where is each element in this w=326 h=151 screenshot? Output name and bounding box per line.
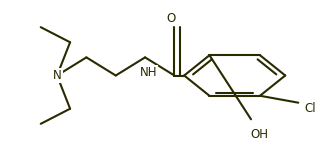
Text: N: N [53,69,61,82]
Text: O: O [167,12,176,25]
Text: NH: NH [140,66,157,79]
Text: OH: OH [250,128,268,141]
Text: Cl: Cl [305,102,317,115]
